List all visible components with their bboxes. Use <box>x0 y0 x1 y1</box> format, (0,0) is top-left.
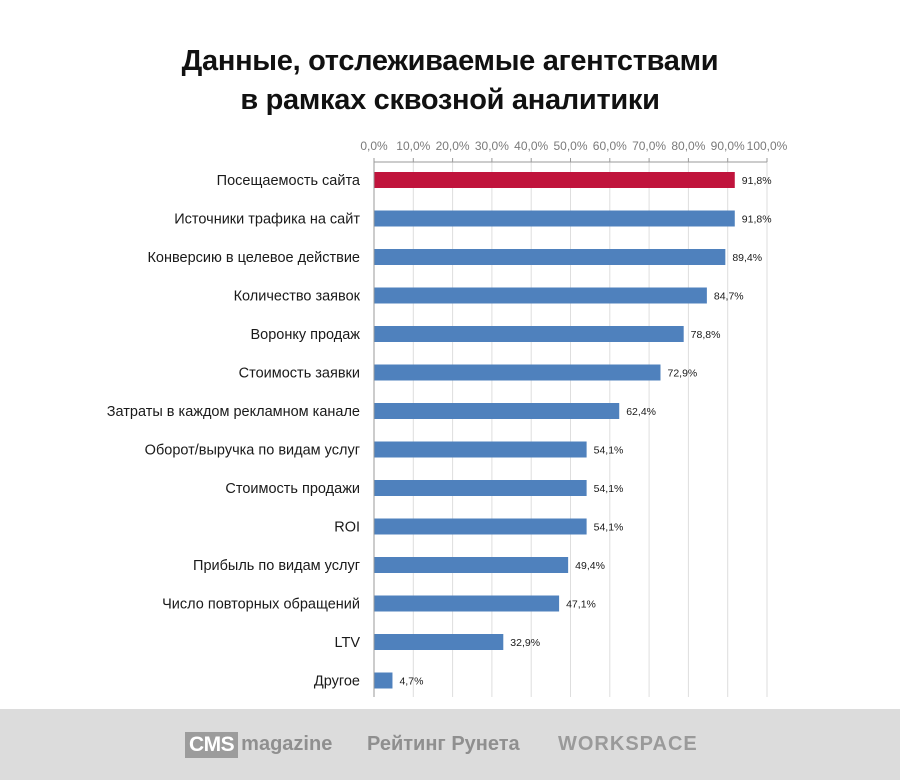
cms-logo-box: CMS <box>185 731 239 758</box>
value-label: 4,7% <box>399 676 423 688</box>
x-tick-label: 40,0% <box>514 139 548 153</box>
value-label: 78,8% <box>691 329 721 341</box>
category-label: Воронку продаж <box>250 327 360 343</box>
category-label: Количество заявок <box>234 289 361 305</box>
bar <box>374 441 587 458</box>
x-tick-label: 20,0% <box>436 139 470 153</box>
footer-logos: CMS magazine Рейтинг Рунета WORKSPACE <box>0 709 900 780</box>
workspace-logo: WORKSPACE <box>558 733 698 755</box>
category-label: Оборот/выручка по видам услуг <box>145 443 360 459</box>
value-label: 84,7% <box>714 291 744 303</box>
x-tick-label: 30,0% <box>475 139 509 153</box>
x-tick-label: 90,0% <box>711 139 745 153</box>
bar <box>374 287 707 304</box>
value-label: 54,1% <box>594 522 624 534</box>
category-label: Прибыль по видам услуг <box>193 558 360 574</box>
category-labels: Посещаемость сайта Источники трафика на с… <box>107 173 361 690</box>
chart-title-line-1: Данные, отслеживаемые агентствами <box>181 45 719 77</box>
bar <box>374 672 393 689</box>
bar <box>374 364 661 381</box>
category-label: Другое <box>314 674 360 690</box>
x-tick-label: 80,0% <box>671 139 705 153</box>
x-tick-label: 50,0% <box>553 139 587 153</box>
bars <box>374 172 735 689</box>
value-label: 47,1% <box>566 599 596 611</box>
category-label: Посещаемость сайта <box>217 173 361 189</box>
chart-title: Данные, отслеживаемые агентствами в рамк… <box>0 42 900 120</box>
bar-chart: 0,0% 10,0% 20,0% 30,0% 40,0% 50,0% 60,0% 70,0% 8… <box>107 139 788 697</box>
value-label: 54,1% <box>594 483 624 495</box>
value-label: 91,8% <box>742 175 772 187</box>
value-label: 89,4% <box>732 252 762 264</box>
category-label: Число повторных обращений <box>162 597 360 613</box>
bar <box>374 480 587 496</box>
value-labels: 91,8% 91,8% 89,4% 84,7% 78,8% 72,9% 62,4% 54,1%… <box>399 175 771 688</box>
bar <box>374 595 560 612</box>
x-axis-ticks: 0,0% 10,0% 20,0% 30,0% 40,0% 50,0% 60,0% 70,0% 8… <box>360 139 787 153</box>
category-label: Стоимость продажи <box>225 481 360 497</box>
value-label: 32,9% <box>510 637 540 649</box>
x-tick-label: 10,0% <box>396 139 430 153</box>
rating-runeta-logo: Рейтинг Рунета <box>367 733 520 755</box>
bar <box>374 518 587 535</box>
category-label: Конверсию в целевое действие <box>147 250 360 266</box>
x-tick-label: 100,0% <box>747 139 788 153</box>
category-label: Источники трафика на сайт <box>174 212 360 228</box>
category-label: Стоимость заявки <box>239 366 360 382</box>
value-label: 72,9% <box>667 368 697 380</box>
x-tick-label: 70,0% <box>632 139 666 153</box>
value-label: 91,8% <box>742 214 772 226</box>
chart-title-line-2: в рамках сквозной аналитики <box>240 84 660 116</box>
category-label: LTV <box>334 635 360 651</box>
cms-magazine-logo: CMS magazine <box>185 709 332 780</box>
value-label: 62,4% <box>626 406 656 418</box>
bar <box>374 634 504 650</box>
cms-logo-text: magazine <box>241 733 333 755</box>
gridlines <box>373 158 768 697</box>
bar <box>374 172 735 188</box>
bar <box>374 326 684 342</box>
x-tick-label: 60,0% <box>593 139 627 153</box>
bar <box>374 557 569 573</box>
value-label: 49,4% <box>575 560 605 572</box>
bar <box>374 249 726 265</box>
bar <box>374 210 735 227</box>
value-label: 54,1% <box>594 445 624 457</box>
x-tick-label: 0,0% <box>360 139 388 153</box>
category-label: Затраты в каждом рекламном канале <box>107 404 360 420</box>
category-label: ROI <box>334 520 360 536</box>
bar <box>374 403 620 419</box>
